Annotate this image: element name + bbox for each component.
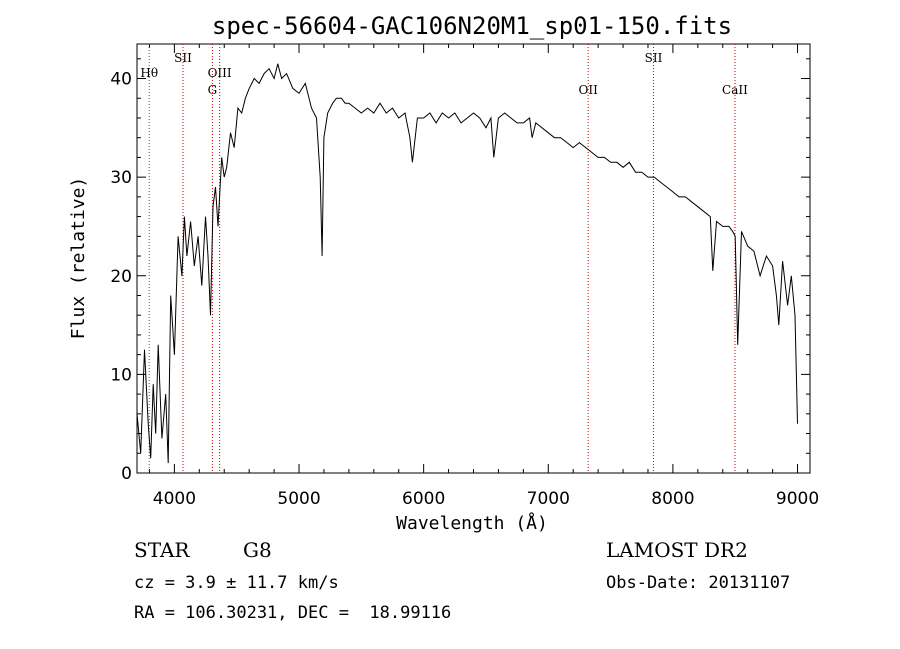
- x-tick-label: 8000: [651, 489, 694, 509]
- spectral-line-label: CaII: [722, 83, 748, 97]
- spectral-line-label: G: [208, 83, 218, 97]
- x-tick-label: 4000: [153, 489, 196, 509]
- y-tick-label: 10: [110, 365, 132, 385]
- spectral-line-label: OII: [578, 83, 598, 97]
- flux-series-line: [136, 63, 798, 464]
- spectral-line-label: OIII: [208, 66, 232, 80]
- x-tick-label: 9000: [776, 489, 819, 509]
- y-axis: 0 10 20 30 40: [110, 58, 810, 484]
- y-tick-label: 40: [110, 70, 132, 90]
- y-axis-label: Flux (relative): [68, 177, 89, 340]
- x-axis: 4000 5000 6000 7000 8000 9000: [148, 44, 819, 509]
- y-tick-label: 20: [110, 267, 132, 287]
- coordinates-text: RA = 106.30231, DEC = 18.99116: [134, 603, 452, 623]
- x-tick-label: 6000: [402, 489, 445, 509]
- spectral-line-label: SII: [174, 51, 192, 65]
- x-tick-label: 7000: [527, 489, 570, 509]
- spectral-line-label: Hθ: [140, 66, 158, 80]
- survey-label: LAMOST DR2: [606, 538, 748, 562]
- x-axis-label: Wavelength (Å): [396, 512, 548, 534]
- redshift-text: cz = 3.9 ± 11.7 km/s: [134, 573, 339, 593]
- chart-title: spec-56604-GAC106N20M1_sp01-150.fits: [212, 12, 732, 40]
- spectral-line-label: SII: [645, 51, 663, 65]
- spectral-subclass: G8: [243, 538, 272, 562]
- y-tick-label: 30: [110, 168, 132, 188]
- obs-date: Obs-Date: 20131107: [606, 573, 791, 593]
- object-class: STAR: [134, 538, 190, 562]
- y-tick-label: 0: [121, 464, 132, 484]
- x-tick-label: 5000: [277, 489, 320, 509]
- spectral-lines: Hθ SII OIII G OII SII CaII: [140, 44, 748, 473]
